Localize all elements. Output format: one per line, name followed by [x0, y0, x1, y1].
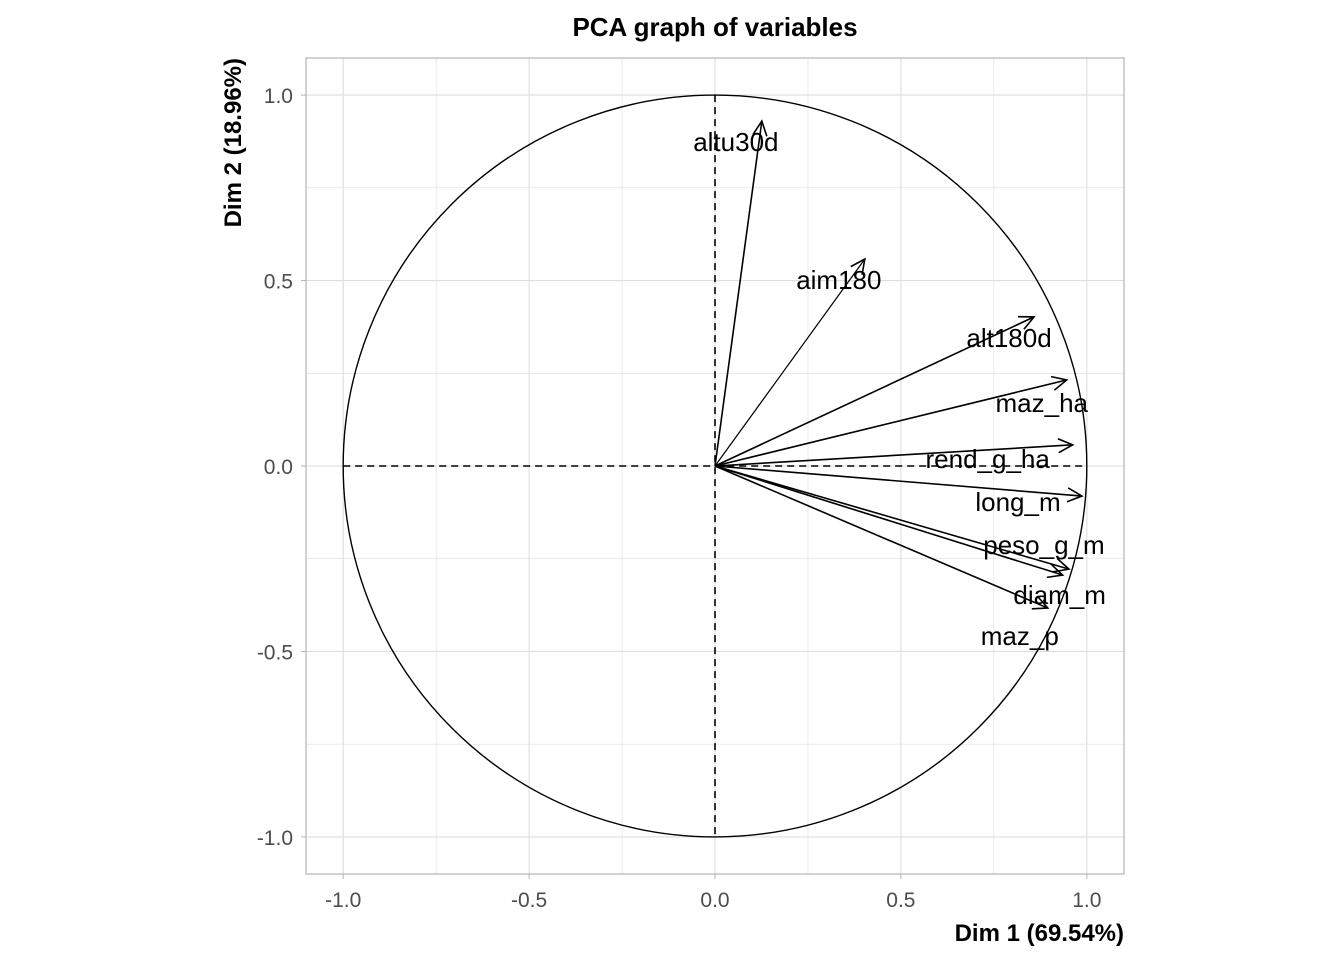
arrow-shaft: [714, 465, 1070, 570]
plot-marks: altu30d aim180 alt180d maz_ha rend_g_ha long_…: [342, 94, 1106, 838]
y-axis-label: Dim 2 (18.96%): [220, 58, 247, 227]
arrow-head: [1046, 563, 1065, 579]
variable-peso-g-m: peso_g_m: [714, 465, 1105, 573]
chart-title: PCA graph of variables: [572, 12, 857, 42]
variable-long-m: long_m: [714, 465, 1084, 517]
arrow-head: [1018, 315, 1036, 330]
arrow-shaft: [714, 316, 1035, 467]
variable-label: rend_g_ha: [926, 444, 1051, 474]
arrow-head: [850, 257, 866, 275]
arrow-shaft: [714, 258, 866, 467]
variable-label: long_m: [975, 487, 1060, 517]
arrow-head: [1066, 487, 1084, 503]
variable-label: maz_p: [981, 621, 1059, 651]
variable-diam-m: diam_m: [714, 465, 1106, 610]
variable-label: aim180: [796, 265, 881, 295]
variable-label: diam_m: [1013, 580, 1105, 610]
arrow-head: [1031, 595, 1050, 610]
arrow-shaft: [714, 120, 763, 467]
y-tick-label: 1.0: [264, 85, 293, 108]
x-tick-label: -1.0: [325, 889, 361, 912]
variable-maz-p: maz_p: [714, 465, 1059, 651]
y-tick-label: 0.0: [264, 456, 293, 479]
arrow-head: [1057, 438, 1075, 454]
variable-altu30d: altu30d: [693, 119, 779, 467]
variable-aim180: aim180: [714, 257, 881, 467]
y-tick-label: 0.5: [264, 271, 293, 294]
x-tick-label: 0.0: [700, 889, 729, 912]
arrow-shaft: [714, 465, 1083, 497]
x-tick-label: 1.0: [1072, 889, 1101, 912]
variable-label: maz_ha: [995, 388, 1088, 418]
x-tick-label: 0.5: [886, 889, 915, 912]
arrow-head: [1050, 375, 1069, 391]
x-tick-label: -0.5: [511, 889, 547, 912]
variable-alt180d: alt180d: [714, 315, 1052, 467]
y-tick-label: -0.5: [257, 641, 293, 664]
arrow-shaft: [714, 444, 1073, 467]
x-axis-label: Dim 1 (69.54%): [955, 920, 1124, 947]
arrow-head: [752, 119, 768, 137]
variable-maz-ha: maz_ha: [714, 375, 1089, 467]
arrow-shaft: [714, 465, 1049, 609]
variable-label: peso_g_m: [983, 530, 1104, 560]
variable-label: altu30d: [693, 127, 778, 157]
arrow-shaft: [714, 465, 1063, 576]
y-tick-label: -1.0: [257, 827, 293, 850]
variable-rend-g-ha: rend_g_ha: [714, 438, 1075, 474]
tick-labels: -1.0 -0.5 0.0 0.5 1.0 -1.0 -0.5 0.0 0.5 1.0: [257, 85, 1102, 912]
arrow-shaft: [714, 379, 1067, 467]
variable-label: alt180d: [966, 323, 1051, 353]
